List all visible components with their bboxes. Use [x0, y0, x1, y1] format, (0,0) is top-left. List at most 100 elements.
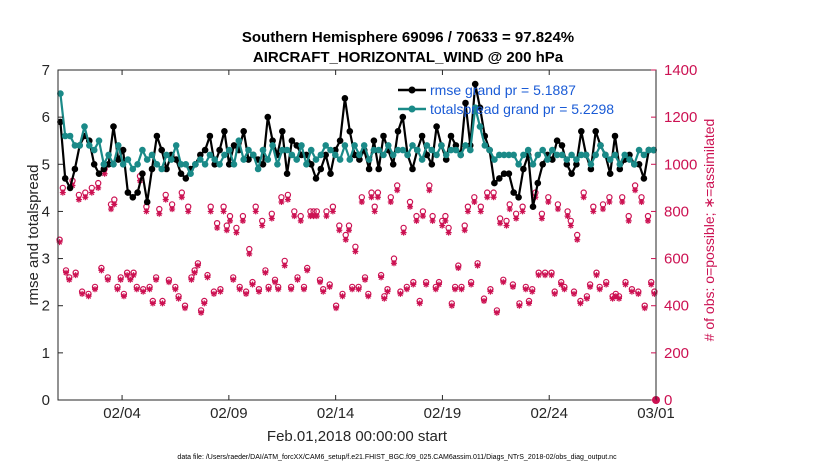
- rmse-point: [143, 198, 151, 206]
- obs-assimilated-point: [165, 279, 172, 286]
- obs-assimilated-point: [500, 279, 507, 286]
- obs-assimilated-point: [365, 293, 372, 300]
- obs-assimilated-point: [201, 300, 208, 307]
- rmse-point: [148, 165, 156, 173]
- totalspread-point: [110, 161, 117, 168]
- rmse-point: [129, 194, 137, 201]
- obs-assimilated-point: [149, 300, 156, 307]
- y-right-tick-label: 0: [664, 392, 672, 409]
- obs-assimilated-point: [387, 199, 394, 205]
- totalspread-point: [510, 151, 517, 159]
- obs-assimilated-point: [632, 187, 639, 194]
- totalspread-point: [447, 146, 455, 154]
- obs-assimilated-point: [419, 213, 426, 220]
- rmse-point: [640, 175, 648, 182]
- obs-assimilated-point: [262, 269, 269, 276]
- obs-assimilated-point: [66, 276, 73, 283]
- obs-assimilated-point: [535, 272, 542, 279]
- rmse-point: [312, 175, 320, 182]
- totalspread-point: [312, 156, 320, 163]
- totalspread-point: [549, 146, 556, 154]
- y-right-tick-label: 1000: [664, 156, 697, 173]
- obs-assimilated-point: [239, 217, 246, 224]
- obs-assimilated-point: [85, 293, 92, 300]
- totalspread-point: [467, 146, 474, 154]
- totalspread-point: [129, 165, 137, 173]
- totalspread-point: [534, 151, 542, 159]
- obs-assimilated-point: [230, 276, 237, 283]
- obs-assimilated-point: [133, 286, 140, 293]
- obs-assimilated-point: [416, 300, 423, 307]
- obs-assimilated-point: [603, 281, 610, 288]
- obs-assimilated-point: [638, 199, 645, 205]
- totalspread-point: [148, 151, 156, 159]
- y-right-tick-label: 400: [664, 298, 689, 315]
- obs-assimilated-point: [75, 196, 82, 203]
- obs-assimilated-point: [162, 196, 169, 203]
- totalspread-point: [230, 161, 238, 168]
- obs-assimilated-point: [445, 229, 452, 236]
- totalspread-point: [139, 146, 146, 154]
- rmse-point: [322, 151, 330, 159]
- totalspread-point: [602, 151, 609, 159]
- totalspread-point: [90, 146, 98, 154]
- obs-assimilated-point: [63, 269, 70, 276]
- rmse-point: [346, 128, 354, 135]
- obs-assimilated-point: [355, 286, 362, 293]
- totalspread-point: [86, 142, 93, 149]
- rmse-point: [177, 170, 185, 177]
- rmse-point: [611, 132, 619, 140]
- obs-assimilated-point: [207, 208, 214, 215]
- tick-labels: 02/04 02/09 02/14 02/19 02/24 03/010123456702…: [42, 62, 698, 422]
- obs-assimilated-point: [397, 290, 404, 297]
- y-left-tick-label: 1: [42, 345, 50, 362]
- rmse-point: [500, 170, 508, 177]
- rmse-point: [105, 161, 112, 168]
- legend-rmse-label: rmse grand pr = 5.1887: [430, 82, 576, 98]
- x-tick-label: 03/01: [637, 405, 675, 422]
- totalspread-point: [274, 161, 281, 168]
- totalspread-point: [640, 151, 648, 159]
- rmse-point: [182, 175, 190, 182]
- rmse-point: [553, 137, 561, 144]
- obs-assimilated-point: [493, 309, 500, 316]
- totalspread-point: [100, 161, 108, 168]
- rmse-point: [370, 137, 378, 144]
- totalspread-point: [303, 161, 310, 168]
- obs-assimilated-point: [426, 187, 433, 194]
- y-right-tick-label: 1400: [664, 62, 697, 79]
- obs-assimilated-point: [339, 293, 346, 300]
- totalspread-point: [515, 161, 522, 168]
- obs-assimilated-point: [487, 288, 494, 295]
- chart-title-line2: AIRCRAFT_HORIZONTAL_WIND @ 200 hPa: [253, 49, 564, 66]
- obs-assimilated-point: [635, 290, 642, 297]
- rmse-point: [100, 165, 108, 173]
- rmse-point: [163, 165, 170, 173]
- rmse-point: [549, 156, 556, 163]
- rmse-point: [510, 189, 517, 196]
- rmse-point: [57, 118, 64, 126]
- obs-assimilated-point: [329, 208, 336, 215]
- obs-assimilated-point: [259, 222, 266, 229]
- obs-assimilated-point: [169, 206, 176, 213]
- y-left-tick-label: 7: [42, 62, 50, 79]
- totalspread-point: [163, 151, 170, 159]
- obs-assimilated-point: [265, 286, 272, 293]
- obs-assimilated-point: [352, 248, 359, 255]
- y-right-tick-label: 800: [664, 203, 689, 220]
- obs-assimilated-point: [317, 279, 324, 286]
- obs-assimilated-point: [368, 194, 375, 201]
- totalspread-point: [235, 137, 243, 144]
- totalspread-point: [351, 142, 358, 149]
- totalspread-point: [211, 156, 218, 163]
- obs-assimilated-point: [577, 300, 584, 307]
- totalspread-point: [332, 151, 339, 159]
- rmse-point: [230, 142, 238, 149]
- obs-assimilated-point: [571, 290, 578, 297]
- totalspread-point: [360, 142, 368, 149]
- totalspread-point: [645, 146, 653, 154]
- totalspread-point: [394, 146, 402, 154]
- plot-area: [58, 70, 656, 400]
- plot-frame: [57, 69, 657, 401]
- obs-assimilated-point: [471, 199, 478, 205]
